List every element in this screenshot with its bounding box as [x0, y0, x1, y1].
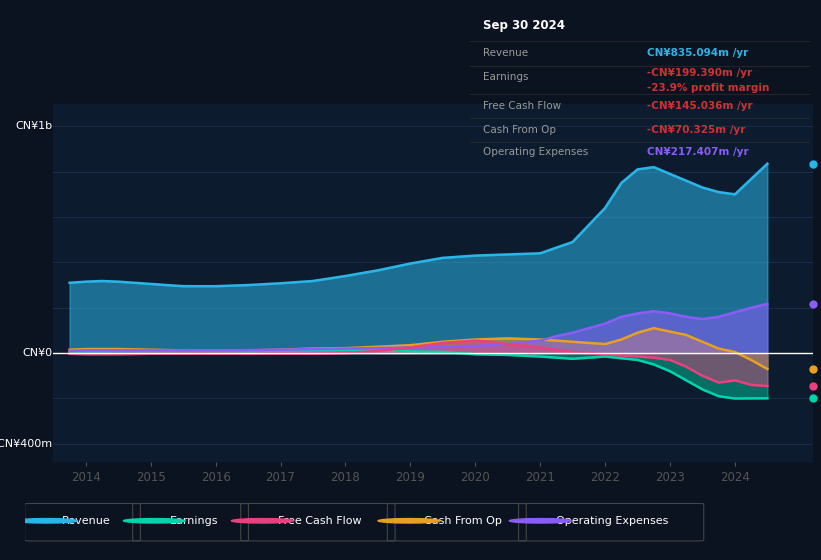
Text: CN¥1b: CN¥1b — [16, 122, 53, 131]
Text: Operating Expenses: Operating Expenses — [484, 147, 589, 157]
Circle shape — [509, 519, 571, 523]
Text: Revenue: Revenue — [62, 516, 110, 526]
Text: CN¥0: CN¥0 — [22, 348, 53, 358]
Text: -CN¥199.390m /yr: -CN¥199.390m /yr — [647, 68, 752, 78]
Circle shape — [378, 519, 440, 523]
Text: CN¥835.094m /yr: CN¥835.094m /yr — [647, 48, 748, 58]
Text: Earnings: Earnings — [484, 72, 529, 82]
Text: -CN¥70.325m /yr: -CN¥70.325m /yr — [647, 125, 745, 135]
Text: Sep 30 2024: Sep 30 2024 — [484, 20, 565, 32]
Text: -23.9% profit margin: -23.9% profit margin — [647, 83, 769, 93]
Text: CN¥217.407m /yr: CN¥217.407m /yr — [647, 147, 749, 157]
Text: Free Cash Flow: Free Cash Flow — [484, 101, 562, 111]
Text: Operating Expenses: Operating Expenses — [556, 516, 668, 526]
Text: Earnings: Earnings — [170, 516, 218, 526]
Circle shape — [232, 519, 293, 523]
Circle shape — [16, 519, 77, 523]
Text: Cash From Op: Cash From Op — [484, 125, 557, 135]
Text: -CN¥145.036m /yr: -CN¥145.036m /yr — [647, 101, 752, 111]
Text: Cash From Op: Cash From Op — [424, 516, 502, 526]
Text: Free Cash Flow: Free Cash Flow — [277, 516, 361, 526]
Text: -CN¥400m: -CN¥400m — [0, 439, 53, 449]
Text: Revenue: Revenue — [484, 48, 529, 58]
Circle shape — [123, 519, 186, 523]
